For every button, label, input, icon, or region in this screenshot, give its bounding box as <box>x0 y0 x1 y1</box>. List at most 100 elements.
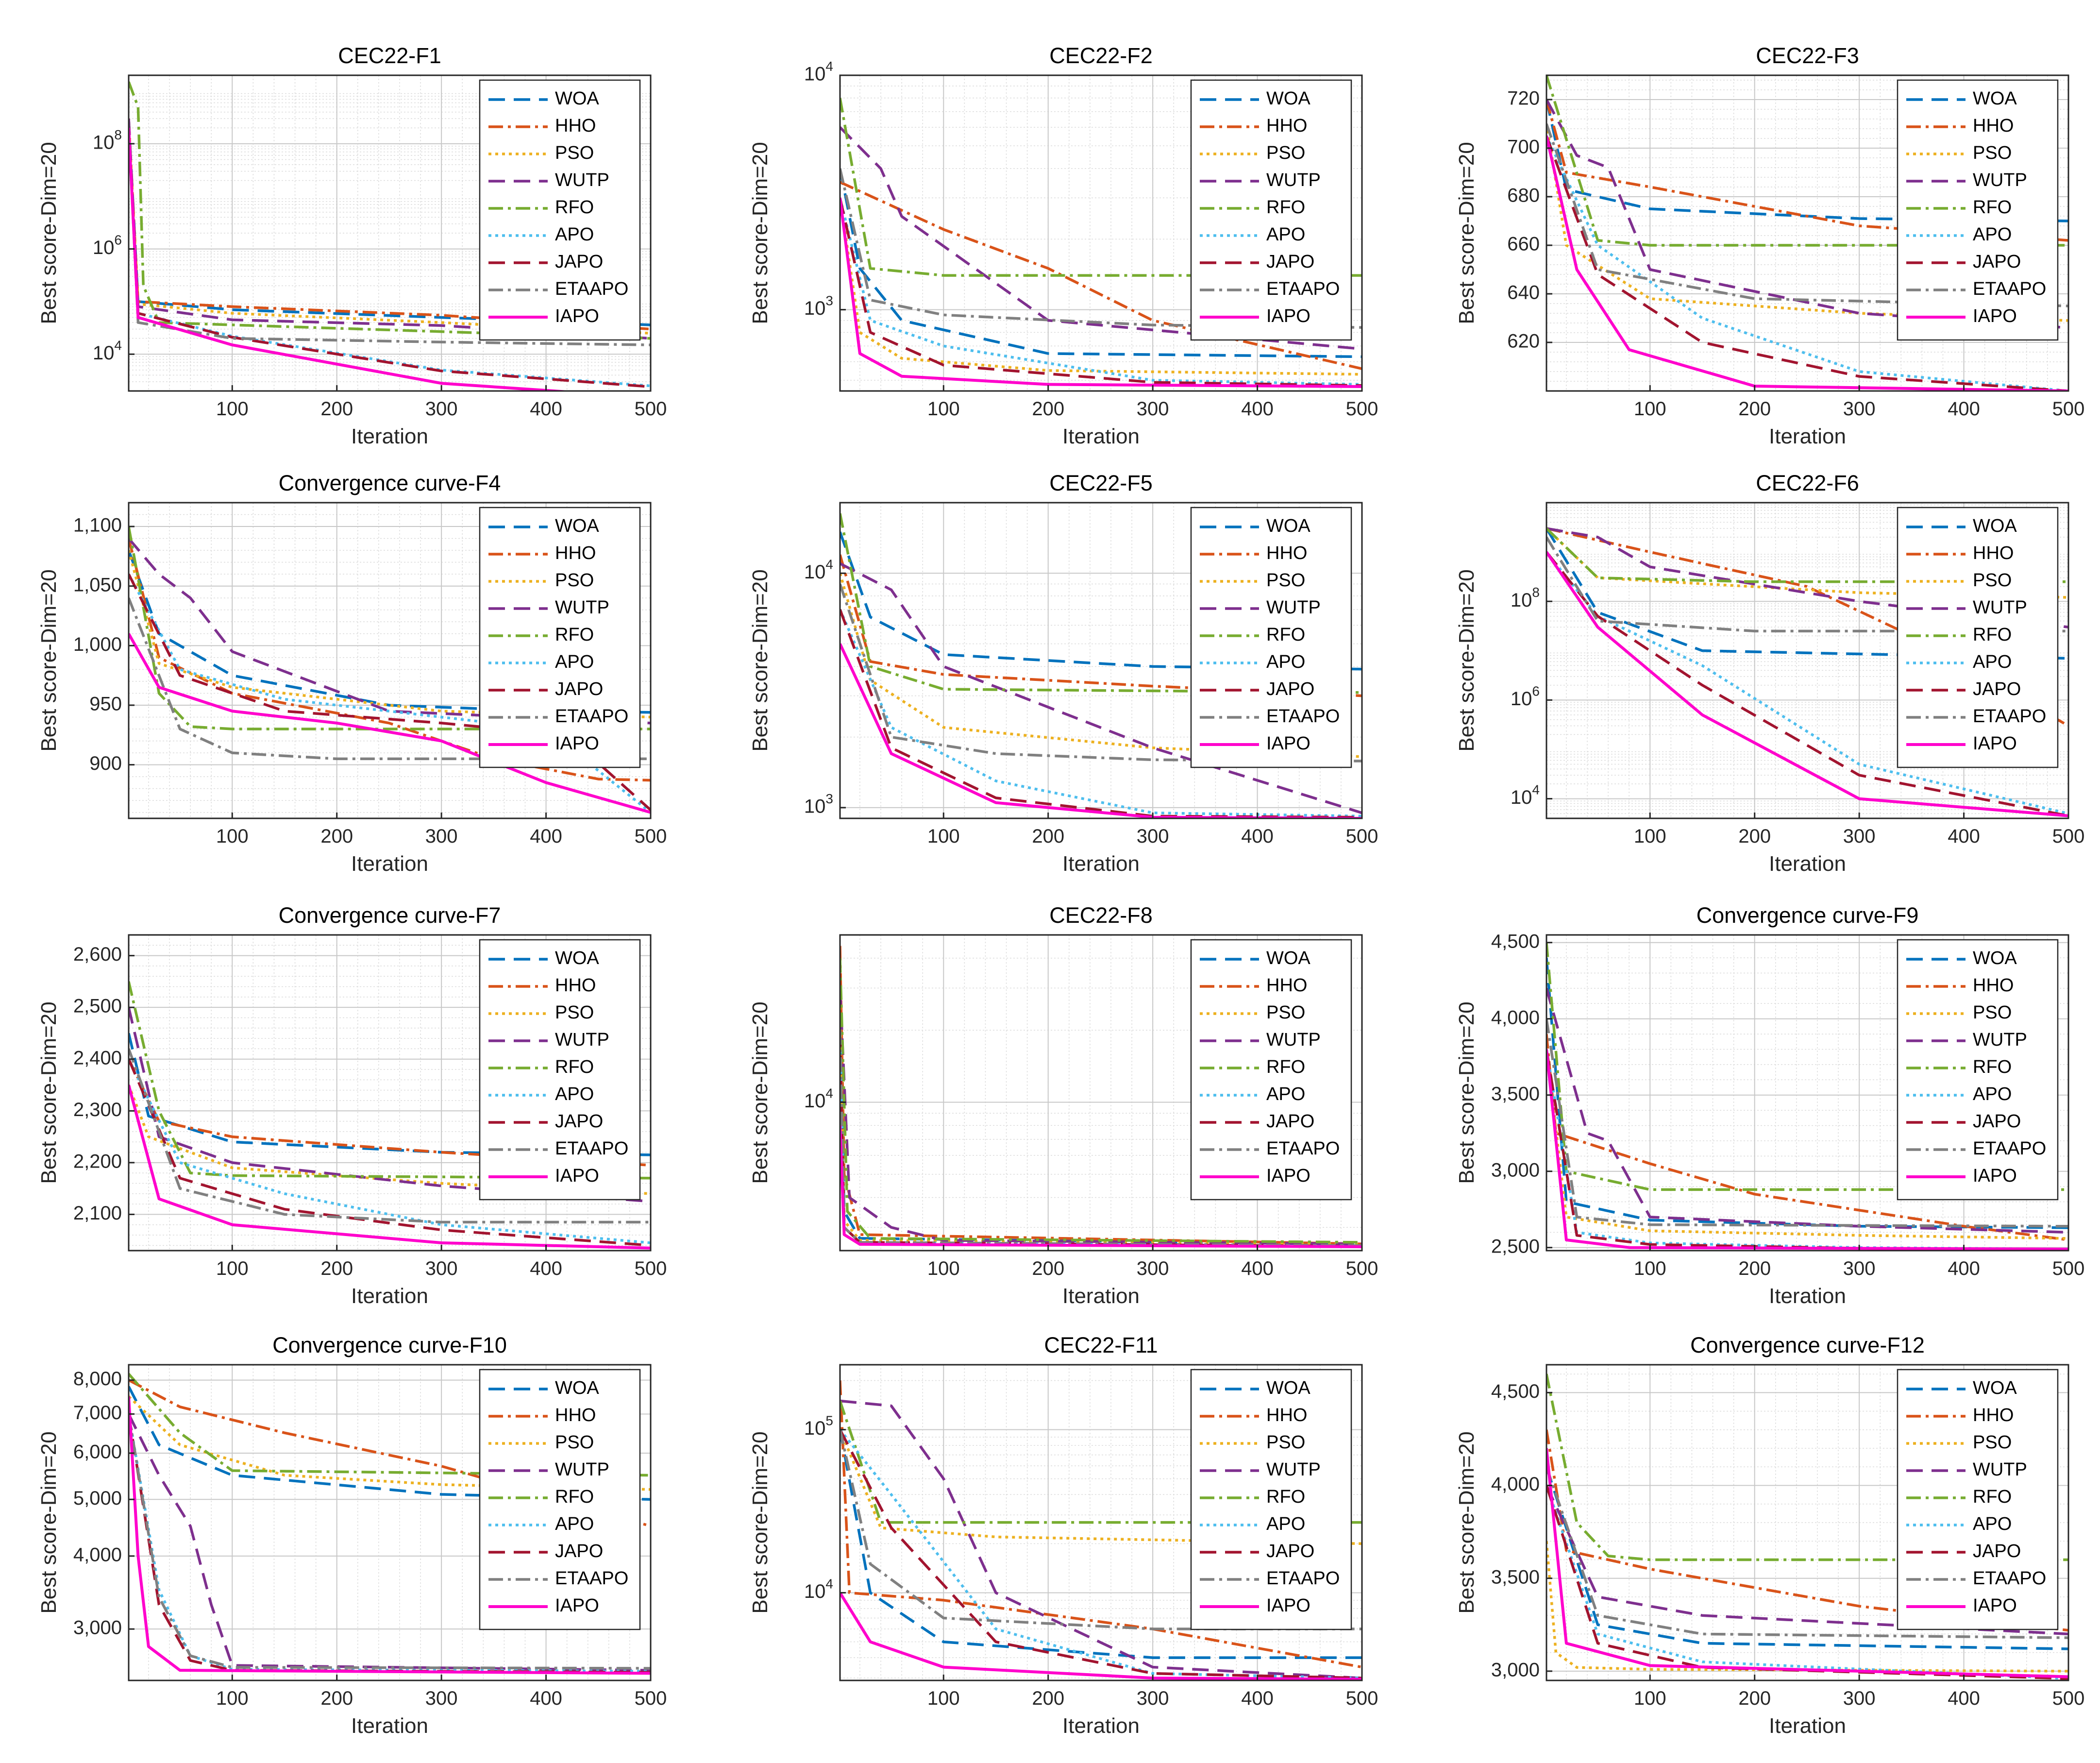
y-tick-label: 6,000 <box>73 1441 122 1463</box>
x-axis-label: Iteration <box>351 1284 428 1308</box>
series-group <box>840 1380 1362 1680</box>
y-tick-label: 2,500 <box>73 996 122 1017</box>
tick-marks <box>840 572 1363 818</box>
x-tick-label: 200 <box>1032 398 1064 420</box>
legend-label: ETAAPO <box>1973 1138 2046 1159</box>
axes-box <box>128 502 652 819</box>
legend: WOA HHO PSO WUTP RFO APO JAPO ETAAPO IAPO <box>1190 1369 1352 1630</box>
legend-label: JAPO <box>1973 679 2021 699</box>
x-tick-label: 500 <box>2052 1258 2085 1279</box>
series-line-iapo <box>840 643 1362 818</box>
legend-box <box>1897 507 2059 768</box>
x-tick-label: 300 <box>425 1688 458 1709</box>
series-line-hho <box>129 538 651 782</box>
legend: WOA HHO PSO WUTP RFO APO JAPO ETAAPO IAPO <box>1897 507 2059 768</box>
y-axis-label: Best score-Dim=20 <box>1455 142 1478 324</box>
x-tick-label: 400 <box>1241 1688 1274 1709</box>
legend-label: PSO <box>1266 570 1305 591</box>
y-tick-label: 2,600 <box>73 944 122 965</box>
tick-marks <box>129 143 652 391</box>
y-tick-label: 7,000 <box>73 1402 122 1424</box>
series-line-wutp <box>1546 99 2068 329</box>
legend-label: JAPO <box>1266 252 1314 272</box>
y-tick-label: 106 <box>93 233 122 258</box>
x-axis-label: Iteration <box>351 424 428 448</box>
x-tick-label: 200 <box>1738 1258 1771 1279</box>
legend-label: ETAAPO <box>1973 279 2046 299</box>
legend: WOA HHO PSO WUTP RFO APO JAPO ETAAPO IAPO <box>479 1369 641 1630</box>
tick-marks <box>840 1102 1363 1251</box>
series-line-rfo <box>1546 942 2068 1191</box>
x-axis-label: Iteration <box>351 1714 428 1738</box>
y-tick-label: 4,500 <box>1491 1381 1540 1402</box>
y-tick-label: 2,100 <box>73 1203 122 1224</box>
series-line-japo <box>129 128 651 389</box>
series-line-wutp <box>1546 988 2068 1234</box>
x-axis-label: Iteration <box>1062 1714 1140 1738</box>
legend-label: WOA <box>1266 1378 1310 1398</box>
y-tick-label: 108 <box>1511 585 1540 611</box>
series-line-pso <box>840 197 1362 376</box>
legend-label: ETAAPO <box>1266 279 1340 299</box>
x-tick-label: 200 <box>1738 826 1771 847</box>
legend-label: JAPO <box>555 1541 603 1561</box>
chart-title: CEC22-F8 <box>1049 903 1153 928</box>
series-line-rfo <box>129 981 651 1180</box>
x-tick-label: 100 <box>927 1688 960 1709</box>
y-tick-label: 3,000 <box>1491 1659 1540 1680</box>
y-axis-label: Best score-Dim=20 <box>1455 569 1478 751</box>
series-line-iapo <box>129 1085 651 1250</box>
y-tick-label: 103 <box>804 791 833 817</box>
y-tick-label: 104 <box>1511 782 1540 808</box>
x-axis-label: Iteration <box>1769 1714 1846 1738</box>
legend-label: IAPO <box>555 1595 599 1616</box>
legend-label: IAPO <box>555 306 599 326</box>
legend-label: HHO <box>1266 116 1307 136</box>
chart-title: CEC22-F5 <box>1049 471 1153 495</box>
x-tick-label: 300 <box>1843 826 1876 847</box>
x-tick-label: 400 <box>530 826 562 847</box>
legend-label: ETAAPO <box>1973 1568 2046 1589</box>
legend-label: PSO <box>1266 1432 1305 1453</box>
legend-label: ETAAPO <box>555 706 628 727</box>
series-line-pso <box>1546 1541 2068 1673</box>
x-tick-label: 200 <box>320 1688 353 1709</box>
legend-label: ETAAPO <box>555 279 628 299</box>
axes-box <box>128 74 652 392</box>
x-tick-label: 200 <box>1032 1258 1064 1279</box>
legend-label: WUTP <box>1973 597 2027 618</box>
legend-label: JAPO <box>1266 1111 1314 1132</box>
x-tick-label: 500 <box>1346 398 1378 420</box>
y-tick-label: 2,200 <box>73 1151 122 1172</box>
series-line-rfo <box>129 526 651 730</box>
legend-label: WOA <box>1973 88 2017 109</box>
y-tick-label: 680 <box>1507 185 1540 206</box>
legend-label: JAPO <box>555 252 603 272</box>
subplot-6: 104 106 108 100 200 300 400 500 CEC22-F6 Iteratio… <box>1455 471 2084 876</box>
subplot-5: 103 104 100 200 300 400 500 CEC22-F5 Iteration Be… <box>748 471 1378 876</box>
series-line-wutp <box>840 988 1362 1245</box>
legend-label: WOA <box>555 88 599 109</box>
y-tick-label: 720 <box>1507 88 1540 109</box>
legend-label: ETAAPO <box>1266 706 1340 727</box>
legend-label: WOA <box>1973 948 2017 968</box>
y-tick-label: 950 <box>89 694 122 715</box>
x-tick-label: 500 <box>635 826 667 847</box>
series-line-pso <box>1546 1049 2068 1240</box>
y-tick-label: 3,500 <box>1491 1566 1540 1588</box>
series-line-iapo <box>1546 1448 2068 1678</box>
legend-label: WOA <box>1973 516 2017 536</box>
legend-box <box>1190 939 1352 1201</box>
legend: WOA HHO PSO WUTP RFO APO JAPO ETAAPO IAPO <box>1190 939 1352 1201</box>
series-line-apo <box>840 609 1362 818</box>
x-tick-label: 100 <box>927 1258 960 1279</box>
legend: WOA HHO PSO WUTP RFO APO JAPO ETAAPO IAPO <box>1897 939 2059 1201</box>
y-tick-label: 4,000 <box>1491 1474 1540 1495</box>
x-tick-label: 300 <box>1843 398 1876 420</box>
legend-label: IAPO <box>1973 1595 2017 1616</box>
series-line-iapo <box>129 1396 651 1675</box>
series-line-etaapo <box>1546 1466 2068 1639</box>
y-tick-label: 4,000 <box>1491 1007 1540 1028</box>
legend-label: RFO <box>1973 625 2012 645</box>
chart-title: Convergence curve-F10 <box>272 1333 507 1357</box>
